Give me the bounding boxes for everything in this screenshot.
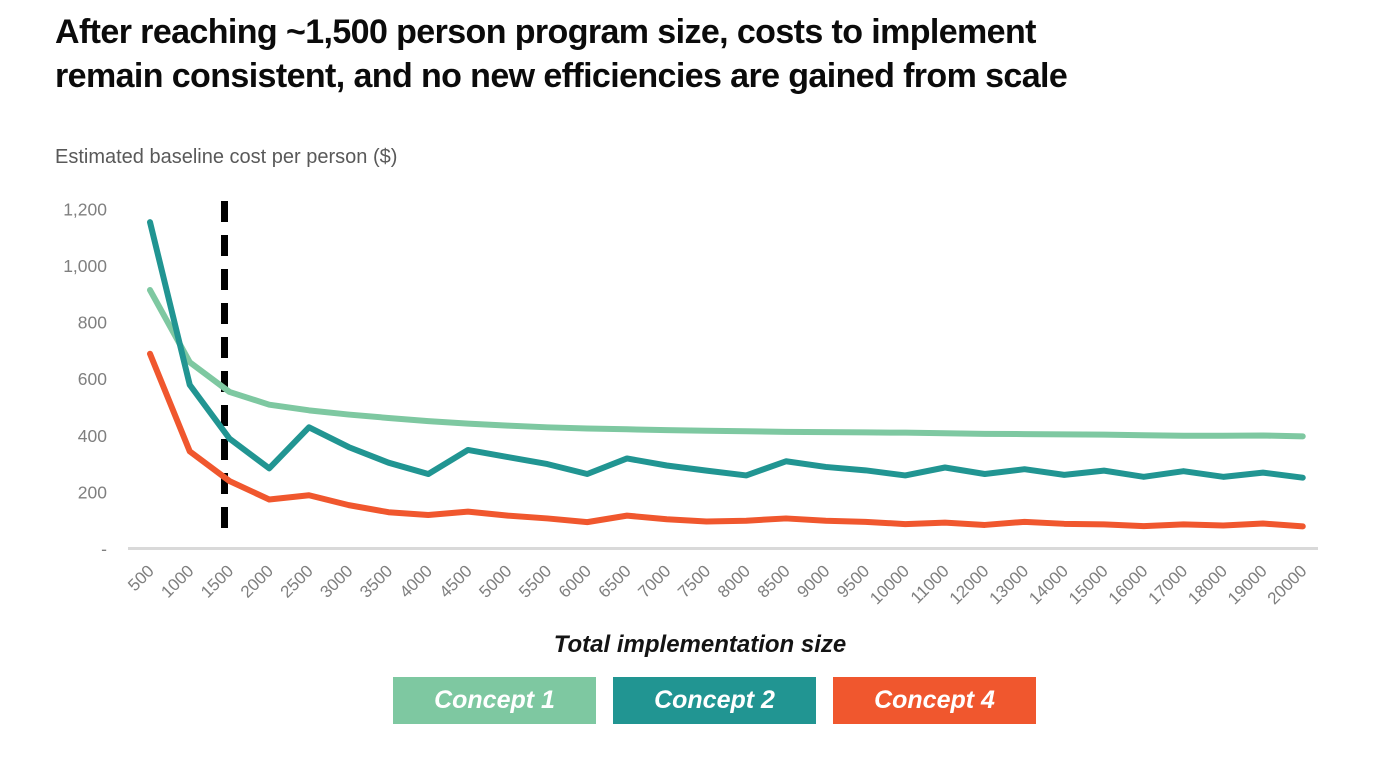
x-axis-tick-label: 19000 xyxy=(1224,561,1271,608)
x-axis-title: Total implementation size xyxy=(553,631,847,658)
series-line-concept-4 xyxy=(147,350,1306,530)
x-axis-tick-label: 4500 xyxy=(436,561,476,601)
series-line-concept-2 xyxy=(147,219,1306,481)
x-axis-tick-label: 10000 xyxy=(866,561,913,608)
legend-label: Concept 4 xyxy=(874,686,995,714)
legend-item-concept-1: Concept 1 xyxy=(393,677,596,724)
legend-label: Concept 1 xyxy=(434,686,555,714)
x-axis-tick-label: 14000 xyxy=(1025,561,1072,608)
y-axis-tick-label: 600 xyxy=(78,369,107,389)
legend: Concept 1 Concept 2 Concept 4 xyxy=(393,677,1036,724)
x-axis-tick-label: 7500 xyxy=(674,561,714,601)
x-axis-tick-label: 12000 xyxy=(946,561,993,608)
y-axis-tick-label: - xyxy=(101,539,107,559)
x-axis-tick-label: 4000 xyxy=(396,561,436,601)
x-axis-tick-label: 13000 xyxy=(985,561,1032,608)
y-axis-tick-label: 800 xyxy=(78,313,107,333)
x-axis-tick-label: 7000 xyxy=(634,561,674,601)
x-axis-tick-label: 18000 xyxy=(1184,561,1231,608)
legend-item-concept-4: Concept 4 xyxy=(833,677,1036,724)
x-axis-tick-label: 3500 xyxy=(356,561,396,601)
series-line-concept-1 xyxy=(147,287,1306,440)
x-axis-tick-label: 20000 xyxy=(1264,561,1311,608)
x-axis-tick-label: 8500 xyxy=(754,561,794,601)
y-axis-tick-label: 400 xyxy=(78,426,107,446)
x-axis-tick-label: 2000 xyxy=(237,561,277,601)
x-axis-tick-label: 500 xyxy=(124,561,157,594)
x-axis-tick-label: 5000 xyxy=(475,561,515,601)
x-axis-tick-label: 17000 xyxy=(1144,561,1191,608)
y-axis-tick-label: 1,200 xyxy=(63,199,107,219)
x-axis-tick-label: 1500 xyxy=(197,561,237,601)
x-axis-tick-label: 9000 xyxy=(793,561,833,601)
x-axis-tick-label: 2500 xyxy=(277,561,317,601)
y-axis-tick-label: 1,000 xyxy=(63,256,107,276)
chart-title-line2: remain consistent, and no new efficienci… xyxy=(55,57,1068,95)
legend-item-concept-2: Concept 2 xyxy=(613,677,816,724)
x-axis-tick-label: 16000 xyxy=(1105,561,1152,608)
x-axis-tick-label: 15000 xyxy=(1065,561,1112,608)
chart-title-line1: After reaching ~1,500 person program siz… xyxy=(55,13,1036,51)
y-axis-title: Estimated baseline cost per person ($) xyxy=(55,146,398,168)
x-axis-tick-label: 3000 xyxy=(316,561,356,601)
y-axis-tick-label: 200 xyxy=(78,482,107,502)
chart-title: After reaching ~1,500 person program siz… xyxy=(55,10,1275,98)
x-axis-tick-label: 11000 xyxy=(907,561,953,607)
x-axis-tick-label: 5500 xyxy=(515,561,555,601)
legend-label: Concept 2 xyxy=(654,686,775,714)
x-axis-tick-label: 1000 xyxy=(157,561,197,601)
x-axis-tick-label: 6000 xyxy=(555,561,595,601)
x-axis-tick-label: 6500 xyxy=(595,561,635,601)
x-axis-tick-label: 8000 xyxy=(714,561,754,601)
